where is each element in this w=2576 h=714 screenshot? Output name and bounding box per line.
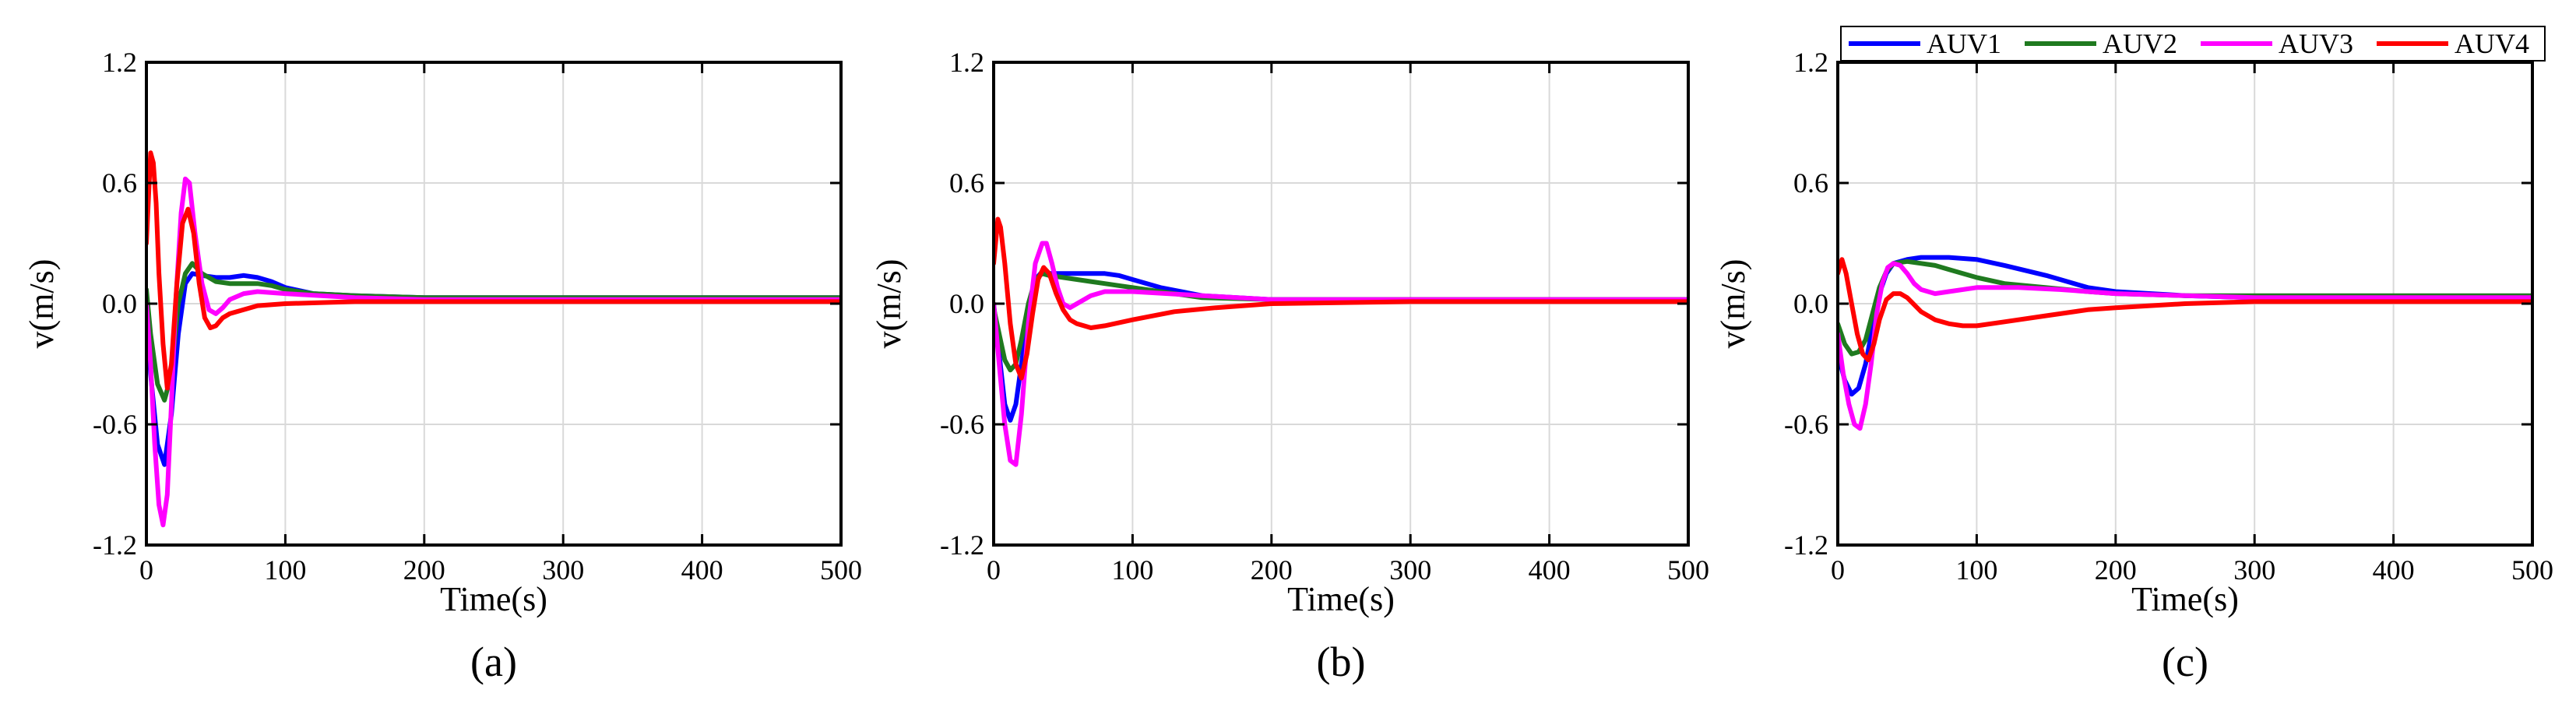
series-line-auv4: [994, 216, 1688, 381]
y-tick-label: -1.2: [93, 529, 137, 561]
y-tick-label: 0.6: [1793, 167, 1828, 199]
chart-panel-1: 0 100 200 300 400 500 1.2 0.6 0.0 -0.6 -1.2 Time(s)…: [870, 47, 1709, 685]
series-line-auv3: [146, 176, 841, 528]
y-axis-title: v(m/s): [23, 259, 61, 349]
x-tick-label: 200: [1251, 554, 1293, 586]
panel-label: (c): [2162, 638, 2208, 685]
x-tick-label: 100: [264, 554, 306, 586]
x-tick-label: 300: [542, 554, 584, 586]
x-tick-label: 300: [2233, 554, 2275, 586]
x-tick-label: 500: [2511, 554, 2553, 586]
x-tick-label: 0: [139, 554, 153, 586]
series-line-auv4: [146, 150, 841, 391]
series-line-auv3: [994, 241, 1688, 467]
y-tick-label: 0.6: [102, 167, 137, 199]
x-axis-title: Time(s): [440, 580, 547, 618]
y-tick-label: 0.0: [102, 288, 137, 319]
y-tick-label: 0.6: [949, 167, 984, 199]
x-tick-label: 0: [987, 554, 1001, 586]
x-tick-label: 400: [2373, 554, 2415, 586]
x-tick-label: 200: [2095, 554, 2137, 586]
x-tick-label: 100: [1111, 554, 1153, 586]
legend-label-auv2: AUV2: [2103, 28, 2177, 59]
panel-label: (b): [1317, 638, 1366, 685]
y-tick-label: 0.0: [949, 288, 984, 319]
y-tick-label: -1.2: [940, 529, 984, 561]
series-line-auv3: [1838, 261, 2532, 431]
x-tick-label: 400: [681, 554, 723, 586]
series-line-auv4: [1838, 257, 2532, 363]
panel-label: (a): [470, 638, 517, 685]
x-axis-title: Time(s): [2131, 580, 2239, 618]
x-tick-label: 0: [1831, 554, 1845, 586]
y-tick-label: -0.6: [1784, 409, 1828, 440]
chart-panel-2: 0 100 200 300 400 500 1.2 0.6 0.0 -0.6 -1.2 Time(s)…: [1714, 26, 2553, 685]
x-tick-label: 100: [1955, 554, 1997, 586]
x-tick-label: 200: [403, 554, 445, 586]
x-axis-title: Time(s): [1287, 580, 1395, 618]
y-tick-label: 0.0: [1793, 288, 1828, 319]
y-axis-title: v(m/s): [870, 259, 908, 349]
legend-label-auv4: AUV4: [2455, 28, 2529, 59]
x-tick-label: 500: [1667, 554, 1709, 586]
y-tick-label: -0.6: [93, 409, 137, 440]
y-tick-label: 1.2: [949, 47, 984, 78]
x-tick-label: 500: [820, 554, 862, 586]
y-tick-label: -1.2: [1784, 529, 1828, 561]
y-axis-title: v(m/s): [1714, 259, 1752, 349]
y-tick-label: 1.2: [1793, 47, 1828, 78]
legend: AUV1 AUV2 AUV3 AUV4: [1840, 26, 2546, 62]
chart-panel-0: 0 100 200 300 400 500 1.2 0.6 0.0 -0.6 -1.2 Time(s)…: [23, 47, 862, 685]
legend-label-auv3: AUV3: [2279, 28, 2353, 59]
x-tick-label: 300: [1389, 554, 1431, 586]
y-tick-label: -0.6: [940, 409, 984, 440]
legend-label-auv1: AUV1: [1927, 28, 2001, 59]
x-tick-label: 400: [1529, 554, 1571, 586]
y-tick-label: 1.2: [102, 47, 137, 78]
